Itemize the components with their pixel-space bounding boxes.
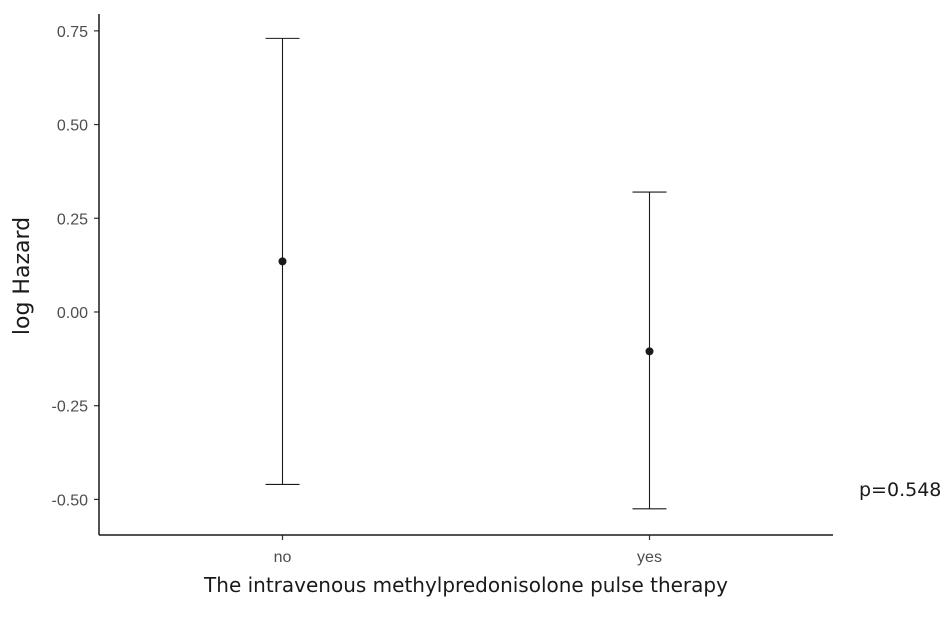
y-tick-label: 0.75 [57,24,88,41]
error-bar-marks [265,37,667,510]
y-tick-label: 0.50 [57,118,88,135]
x-axis-ticks: no yes [274,535,662,566]
x-tick-label: no [274,549,292,566]
y-tick-label: -0.50 [52,492,89,509]
p-value-annotation: p=0.548 [859,479,941,501]
x-axis-title: The intravenous methylpredonisolone puls… [203,573,728,597]
y-tick-label: 0.00 [57,305,88,322]
y-tick-label: 0.25 [57,211,88,228]
y-axis-ticks: 0.75 0.50 0.25 0.00 -0.25 -0.50 [52,24,99,509]
x-tick-label: yes [637,549,662,566]
point-estimate-no [278,257,287,266]
y-axis-title: log Hazard [10,217,35,335]
y-tick-label: -0.25 [52,399,89,416]
point-estimate-yes [645,347,654,356]
